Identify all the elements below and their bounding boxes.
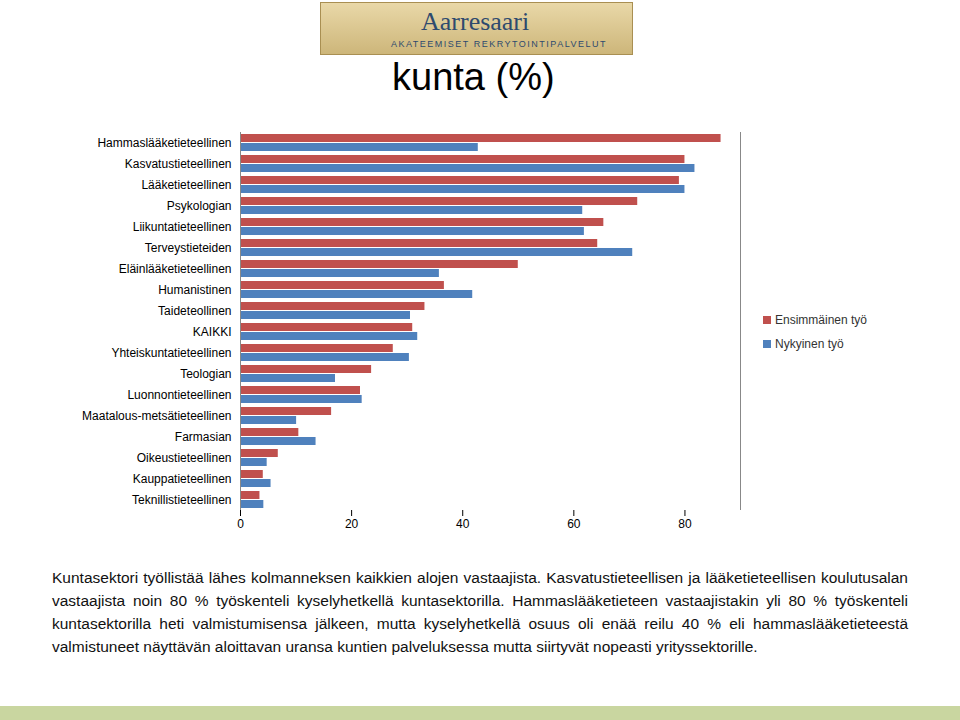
svg-text:Humanistinen: Humanistinen <box>158 283 231 297</box>
html-text:Nykyinen työ: Nykyinen työ <box>775 337 844 351</box>
svg-text:Yhteiskuntatieteellinen: Yhteiskuntatieteellinen <box>111 346 231 360</box>
svg-text:Psykologian: Psykologian <box>167 199 232 213</box>
svg-text:Eläinlääketieteellinen: Eläinlääketieteellinen <box>119 262 232 276</box>
svg-text:Teknillistieteellinen: Teknillistieteellinen <box>132 493 231 507</box>
svg-text:60: 60 <box>567 517 581 531</box>
html-text:Ensimmäinen työ: Ensimmäinen työ <box>775 313 867 327</box>
svg-text:Luonnontieteellinen: Luonnontieteellinen <box>127 388 231 402</box>
html-text:Aarresaari: Aarresaari <box>421 7 530 36</box>
svg-text:KAIKKI: KAIKKI <box>193 325 232 339</box>
svg-text:Maatalous-metsätieteellinen: Maatalous-metsätieteellinen <box>82 409 231 423</box>
svg-text:Kasvatustieteellinen: Kasvatustieteellinen <box>125 157 232 171</box>
svg-text:Oikeustieteellinen: Oikeustieteellinen <box>137 451 232 465</box>
svg-text:Hammaslääketieteellinen: Hammaslääketieteellinen <box>97 136 231 150</box>
svg-text:Terveystieteiden: Terveystieteiden <box>145 241 232 255</box>
svg-text:40: 40 <box>456 517 470 531</box>
svg-text:20: 20 <box>345 517 359 531</box>
svg-text:0: 0 <box>237 517 244 531</box>
svg-text:Farmasian: Farmasian <box>175 430 232 444</box>
svg-text:Liikuntatieteellinen: Liikuntatieteellinen <box>133 220 232 234</box>
svg-text:80: 80 <box>678 517 692 531</box>
svg-text:Kauppatieteellinen: Kauppatieteellinen <box>133 472 232 486</box>
html-text:Kuntasektori työllistää lähes: Kuntasektori työllistää lähes kolmanneks… <box>52 569 908 655</box>
svg-text:Teologian: Teologian <box>180 367 231 381</box>
svg-text:Taideteollinen: Taideteollinen <box>158 304 231 318</box>
html-text:AKATEEMISET REKRYTOINTIPALVELU: AKATEEMISET REKRYTOINTIPALVELUT <box>391 39 607 49</box>
svg-text:Lääketieteellinen: Lääketieteellinen <box>141 178 231 192</box>
html-text:kunta (%): kunta (%) <box>392 56 555 98</box>
